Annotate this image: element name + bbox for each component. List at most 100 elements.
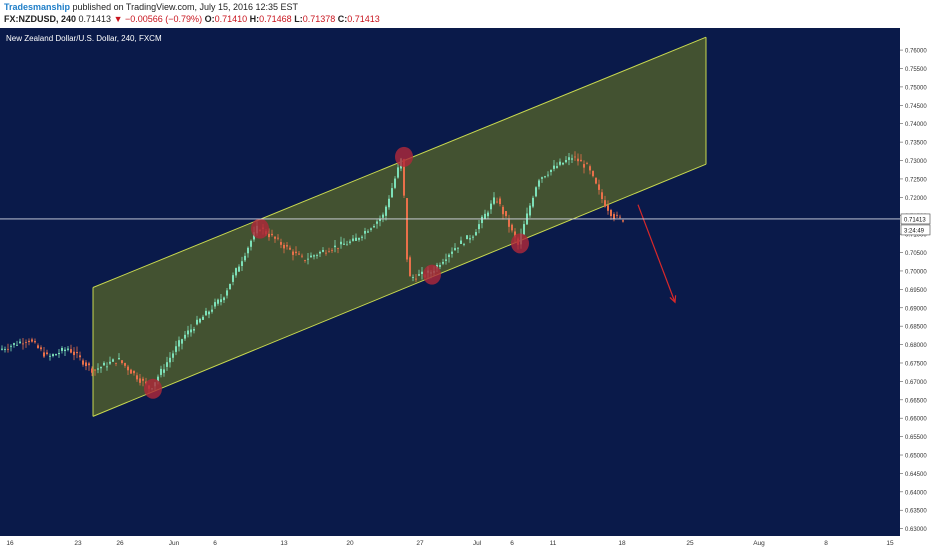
candle — [289, 245, 291, 251]
x-tick-label: 11 — [550, 540, 557, 547]
candle-body — [1, 348, 3, 350]
swing-marker[interactable] — [423, 264, 441, 285]
candle-body — [43, 352, 45, 357]
candle-body — [529, 205, 531, 216]
author-link[interactable]: Tradesmanship — [4, 2, 71, 12]
candle-body — [550, 169, 552, 172]
time-axis[interactable]: 16 23 26 Jun 6 13 20 27 Jul 6 11 18 25 Aug 8 15 — [6, 540, 894, 547]
candle-body — [112, 359, 114, 362]
forecast-arrow[interactable] — [637, 204, 676, 303]
channel-lower-line[interactable] — [92, 163, 707, 417]
candle — [181, 338, 183, 350]
candle — [418, 269, 420, 277]
y-tick-label: 0.74000 — [905, 122, 927, 128]
swing-marker[interactable] — [251, 218, 269, 239]
last-price: 0.71413 — [78, 14, 112, 24]
candle-body — [589, 166, 591, 171]
candle — [463, 242, 465, 247]
candle-body — [91, 368, 93, 373]
candle — [85, 360, 87, 371]
x-tick-label: Aug — [753, 540, 765, 547]
candle — [361, 235, 363, 241]
candle-body — [337, 247, 339, 249]
candle-body — [328, 251, 330, 253]
candle — [49, 353, 51, 361]
candle-body — [133, 370, 135, 374]
y-tick-label: 0.72000 — [905, 196, 927, 202]
candle — [610, 208, 612, 220]
candle-body — [442, 261, 444, 264]
y-tick-label: 0.71000 — [905, 233, 927, 239]
candle-body — [319, 251, 321, 254]
candle-body — [235, 268, 237, 276]
candle — [616, 211, 618, 219]
candle — [478, 219, 480, 234]
candle — [244, 252, 246, 262]
candle — [592, 170, 594, 178]
published-text: published on TradingView.com, July 15, 2… — [72, 2, 299, 12]
x-tick-label: 13 — [280, 540, 288, 547]
candle — [187, 325, 189, 338]
candle — [337, 247, 339, 254]
y-tick-label: 0.66500 — [905, 398, 927, 404]
swing-marker[interactable] — [395, 146, 413, 167]
publish-line: Tradesmanship published on TradingView.c… — [4, 2, 298, 12]
candle — [451, 247, 453, 258]
candle-body — [472, 236, 474, 238]
candle — [511, 223, 513, 233]
candle-body — [7, 348, 9, 350]
candle-body — [508, 219, 510, 227]
candle — [1, 345, 3, 351]
swing-marker[interactable] — [144, 378, 162, 399]
candle-body — [367, 231, 369, 233]
candle — [223, 296, 225, 303]
candle-body — [286, 245, 288, 247]
x-tick-label: 15 — [886, 540, 894, 547]
candle-body — [4, 349, 6, 351]
candle-body — [298, 253, 300, 255]
candle-body — [103, 362, 105, 366]
y-tick-label: 0.73000 — [905, 159, 927, 165]
candle-body — [94, 369, 96, 371]
candle-body — [607, 205, 609, 211]
candle — [325, 249, 327, 256]
candle-body — [214, 302, 216, 307]
candle-body — [334, 245, 336, 248]
candle — [217, 298, 219, 306]
candle — [379, 215, 381, 227]
candle-body — [241, 261, 243, 266]
candle — [343, 238, 345, 245]
candle-body — [580, 159, 582, 162]
current-price-tag-label: 0.71413 — [904, 217, 926, 223]
candle-body — [55, 354, 57, 356]
chart-header: Tradesmanship published on TradingView.c… — [0, 0, 932, 28]
candle — [211, 305, 213, 314]
candle-body — [565, 160, 567, 163]
y-tick-label: 0.76000 — [905, 49, 927, 55]
candle — [499, 196, 501, 207]
candle-body — [82, 360, 84, 365]
candle-body — [199, 318, 201, 323]
candle-body — [190, 329, 192, 333]
time-axis-background — [0, 536, 932, 550]
candle — [184, 330, 186, 341]
candle — [118, 353, 120, 360]
price-chart[interactable]: New Zealand Dollar/U.S. Dollar, 240, FXC… — [0, 28, 932, 550]
candle-body — [454, 248, 456, 251]
candle — [469, 234, 471, 244]
candle — [415, 274, 417, 283]
candle-body — [25, 342, 27, 343]
candle-body — [121, 360, 123, 364]
price-axis[interactable]: 0.76000 0.75500 0.75000 0.74500 0.74000 0.735… — [900, 49, 931, 534]
candle — [385, 205, 387, 221]
candle-body — [229, 283, 231, 290]
candle — [67, 345, 69, 352]
swing-marker[interactable] — [511, 233, 529, 254]
candle-body — [382, 214, 384, 218]
candle — [298, 250, 300, 256]
candle-body — [490, 203, 492, 210]
current-price-tag — [900, 213, 931, 225]
candle-body — [313, 255, 315, 257]
candle — [595, 177, 597, 185]
candle-body — [238, 266, 240, 272]
